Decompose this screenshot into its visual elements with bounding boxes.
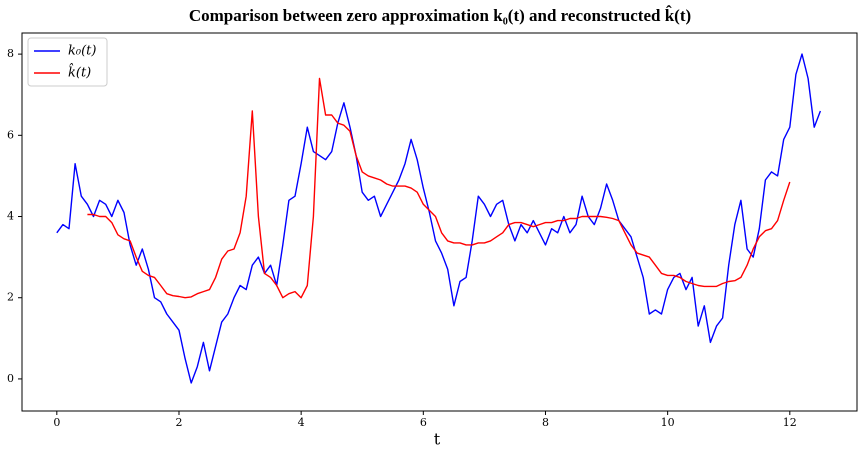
y-tick-label: 0: [7, 372, 14, 385]
legend-label: k̂(t): [68, 63, 91, 81]
legend-box: [27, 37, 108, 87]
x-axis-label: t: [434, 430, 441, 449]
y-tick-label: 2: [7, 291, 14, 304]
y-tick-label: 8: [7, 47, 14, 60]
x-tick-label: 6: [420, 416, 427, 429]
x-tick-label: 0: [53, 416, 60, 429]
x-tick-label: 4: [298, 416, 305, 429]
x-tick-label: 2: [175, 416, 182, 429]
y-tick-label: 6: [7, 128, 14, 141]
x-tick-label: 10: [661, 416, 675, 429]
y-tick-label: 4: [7, 210, 14, 223]
chart-title: Comparison between zero approximation k₀…: [189, 6, 691, 25]
x-tick-label: 12: [783, 416, 797, 429]
x-tick-label: 8: [542, 416, 549, 429]
line-series: [56, 53, 822, 384]
legend-label: k₀(t): [68, 44, 96, 59]
plot-frame: [21, 32, 858, 412]
line-series: [87, 77, 791, 299]
